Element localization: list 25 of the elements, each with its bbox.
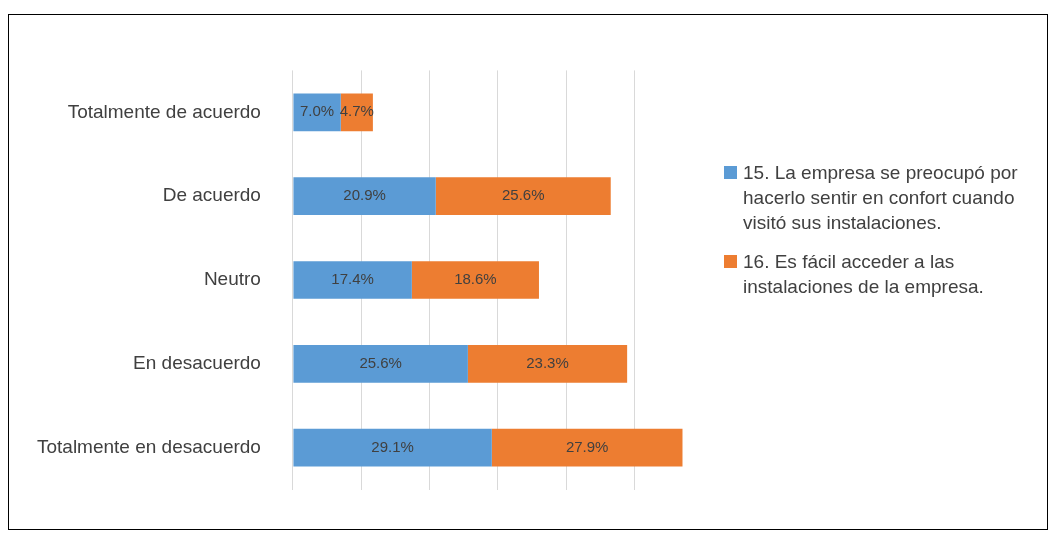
- data-label: 18.6%: [454, 270, 497, 288]
- data-label: 23.3%: [526, 353, 569, 371]
- data-label: 7.0%: [300, 102, 335, 120]
- legend-label: 16. Es fácil acceder a las instalaciones de la empresa.: [743, 250, 985, 299]
- legend-label: 15. La empresa se preocupó por hacerlo sentir en confort cuando visitó sus instalaciones.: [743, 161, 1019, 235]
- y-tick-label: De acuerdo: [162, 184, 261, 206]
- bar: [293, 428, 492, 467]
- bar: [293, 93, 341, 132]
- bar: [293, 177, 436, 216]
- y-tick-label: En desacuerdo: [133, 352, 261, 374]
- bar: [467, 344, 628, 383]
- bar: [491, 428, 683, 467]
- y-tick-label: Neutro: [203, 268, 261, 290]
- bar: [411, 261, 539, 299]
- data-label: 29.1%: [371, 437, 414, 455]
- data-label: 17.4%: [331, 270, 374, 288]
- data-label: 25.6%: [501, 186, 545, 204]
- data-label: 27.9%: [565, 437, 609, 455]
- y-tick-label: Totalmente de acuerdo: [67, 100, 261, 122]
- bar: [293, 344, 468, 383]
- bar: [435, 177, 611, 216]
- y-tick-label: Totalmente en desacuerdo: [36, 435, 261, 457]
- data-label: 20.9%: [343, 186, 386, 204]
- bar: [293, 261, 412, 299]
- data-label: 25.6%: [359, 353, 402, 371]
